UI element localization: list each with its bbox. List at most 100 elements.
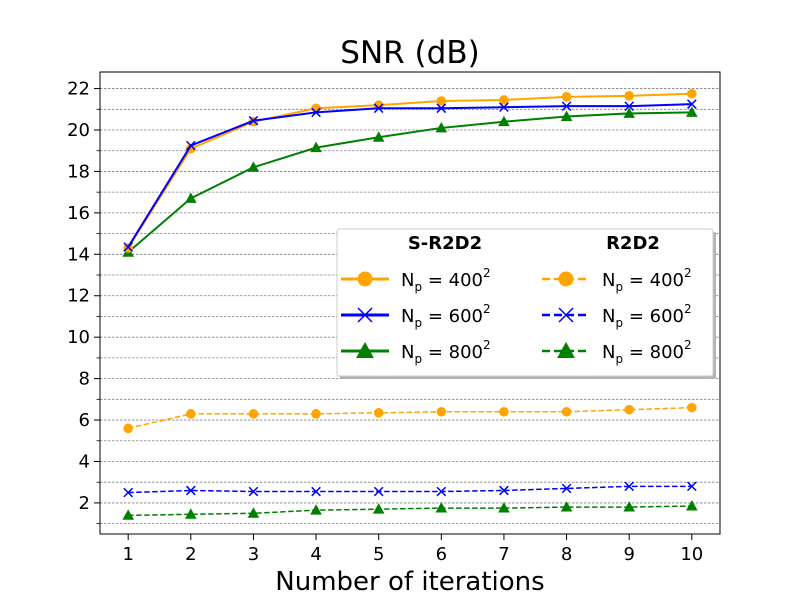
y-tick-label: 4	[79, 451, 90, 472]
data-point	[624, 481, 635, 492]
x-tick-label: 1	[122, 544, 133, 565]
legend-label: Np = 8002	[401, 338, 491, 366]
x-marker-stroke	[558, 307, 574, 323]
legend-heading: R2D2	[606, 233, 660, 254]
data-point	[499, 485, 509, 496]
x-tick-label: 5	[373, 544, 384, 565]
y-tick-label: 16	[67, 203, 90, 224]
x-marker-stroke	[561, 101, 572, 112]
x-marker-stroke	[357, 307, 373, 323]
y-tick-label: 20	[67, 120, 90, 141]
x-marker-stroke	[185, 485, 196, 496]
x-marker-stroke	[499, 102, 509, 113]
series-r2d2-np600	[123, 481, 697, 498]
data-point	[561, 483, 572, 494]
x-marker-stroke	[686, 481, 697, 492]
x-marker-stroke	[248, 115, 259, 126]
legend-label: Np = 4002	[401, 266, 491, 294]
data-point	[373, 103, 384, 114]
legend-entry-s-r2d2-np800: Np = 8002	[341, 338, 491, 366]
series-s-r2d2-np800	[122, 106, 698, 257]
data-point	[499, 95, 509, 105]
data-point	[498, 115, 510, 127]
y-tick-label: 18	[67, 161, 90, 182]
x-marker-stroke	[499, 485, 509, 496]
legend-entry-s-r2d2-np600: Np = 6002	[341, 302, 491, 330]
data-point	[247, 507, 260, 518]
series-s-r2d2-np600	[123, 99, 697, 252]
data-point	[248, 115, 259, 126]
legend-marker	[558, 271, 574, 287]
data-point	[498, 502, 510, 513]
legend-label: Np = 6002	[602, 302, 692, 330]
data-point	[560, 501, 573, 512]
plot-frame	[99, 71, 721, 535]
data-point	[687, 402, 697, 413]
x-marker-stroke	[624, 101, 635, 112]
data-point	[185, 485, 196, 496]
x-tick-label: 7	[498, 544, 509, 565]
data-point	[311, 107, 321, 118]
y-tick-label: 22	[67, 79, 90, 100]
data-point	[561, 406, 572, 417]
x-marker-stroke	[311, 107, 321, 118]
x-tick-label: 6	[436, 544, 447, 565]
data-point	[436, 406, 447, 417]
data-point	[436, 486, 447, 497]
data-point	[624, 101, 635, 112]
y-tick-label: 12	[67, 286, 90, 307]
data-point	[686, 500, 698, 511]
series-s-r2d2-np400	[123, 88, 697, 253]
legend-label: Np = 8002	[602, 338, 692, 366]
x-marker-stroke	[561, 483, 572, 494]
legend-label: Np = 6002	[401, 302, 491, 330]
series-line	[128, 485, 692, 494]
data-point	[123, 242, 134, 252]
x-marker-stroke	[373, 486, 384, 497]
x-marker-stroke	[185, 140, 196, 151]
x-marker-stroke	[436, 486, 447, 497]
y-tick-label: 14	[67, 244, 90, 265]
data-point	[686, 99, 697, 109]
data-point	[686, 106, 698, 117]
legend-entry-r2d2-np400: Np = 4002	[542, 266, 692, 294]
legend-box	[336, 228, 714, 377]
data-point	[435, 502, 448, 513]
legend-marker	[356, 341, 374, 358]
data-point	[248, 409, 259, 419]
series-r2d2-np800	[122, 500, 698, 520]
x-marker-stroke	[248, 486, 259, 497]
data-point	[185, 140, 196, 151]
x-tick-label: 4	[310, 544, 321, 565]
data-point	[122, 509, 134, 520]
x-marker-stroke	[311, 486, 321, 497]
data-point	[499, 102, 509, 113]
legend-entry-r2d2-np800: Np = 8002	[542, 338, 692, 366]
data-point	[310, 504, 322, 515]
series-line	[127, 111, 692, 254]
legend-marker	[357, 307, 373, 323]
legend-marker	[357, 271, 373, 287]
data-point	[561, 101, 572, 112]
legend: S-R2D2 R2D2 Np = 4002 Np = 6002 Np = 8002 Np …	[336, 228, 716, 379]
data-point	[372, 503, 385, 514]
y-tick-label: 6	[79, 410, 90, 431]
data-point	[123, 487, 134, 498]
x-tick-label: 9	[623, 544, 634, 565]
data-point	[561, 92, 572, 102]
x-marker-stroke	[373, 103, 384, 114]
data-point	[373, 408, 384, 418]
legend-heading: S-R2D2	[408, 233, 482, 254]
x-marker-stroke	[436, 103, 447, 114]
data-point	[310, 141, 322, 153]
series-r2d2-np400	[123, 402, 697, 434]
x-marker-stroke	[686, 99, 697, 109]
legend-label: Np = 4002	[602, 266, 692, 294]
legend-entry-s-r2d2-np400: Np = 4002	[341, 266, 491, 294]
data-point	[623, 501, 635, 512]
y-tick-label: 10	[67, 327, 90, 348]
data-point	[372, 131, 385, 142]
series-line	[127, 103, 692, 248]
